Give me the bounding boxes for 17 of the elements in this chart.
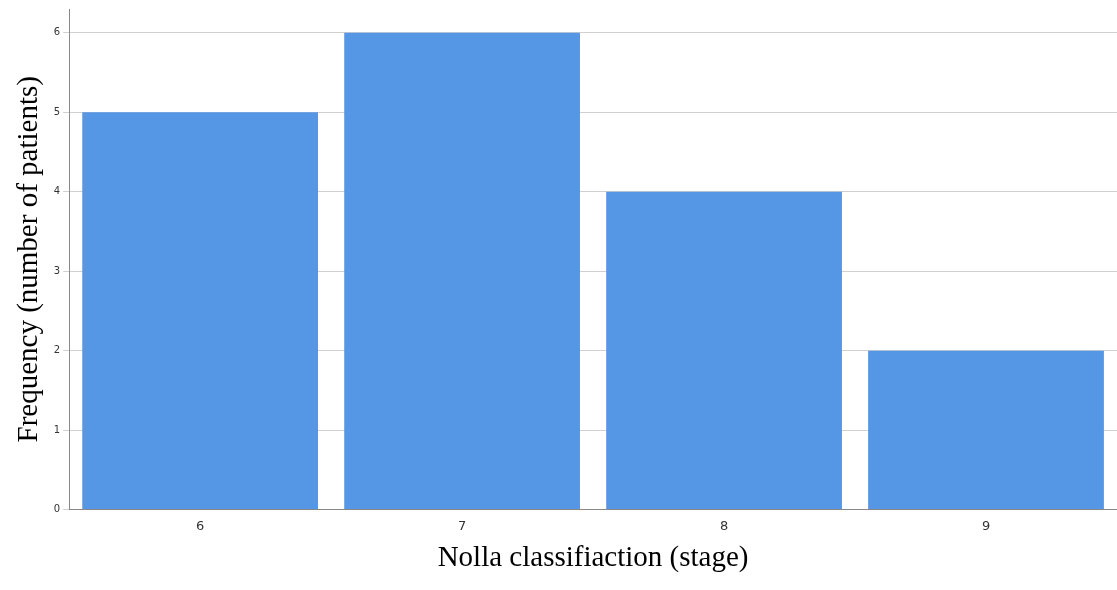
x-tick-label: 7 [457,517,467,533]
y-tick-label: 1 [53,423,61,435]
y-tick-label: 5 [53,105,61,117]
y-tick-label: 3 [53,264,61,276]
x-tick-label: 6 [196,517,205,533]
y-tick-label: 2 [53,344,61,356]
bar [606,191,842,510]
y-tick-label: 6 [53,26,61,38]
bar [82,112,319,510]
y-tick-label: 0 [53,503,61,515]
y-tick-label: 4 [53,185,61,197]
bar [868,350,1104,510]
bar [344,32,580,510]
y-axis-title: Frequency (number of patients) [11,76,45,443]
x-tick-label: 9 [981,517,991,533]
x-tick-label: 8 [719,517,729,533]
x-axis-title: Nolla classifiaction (stage) [437,540,749,574]
